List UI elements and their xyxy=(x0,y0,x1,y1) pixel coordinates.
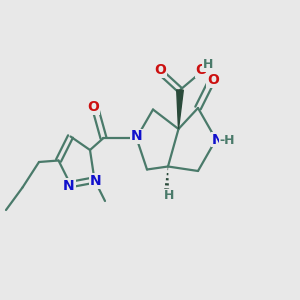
Text: H: H xyxy=(203,58,214,71)
Polygon shape xyxy=(177,90,183,129)
Text: O: O xyxy=(196,64,208,77)
Text: H: H xyxy=(164,189,175,203)
Text: O: O xyxy=(154,64,166,77)
Text: N: N xyxy=(90,174,101,188)
Text: O: O xyxy=(207,74,219,87)
Text: N: N xyxy=(63,179,75,193)
Text: N: N xyxy=(131,130,142,143)
Text: -H: -H xyxy=(220,134,235,147)
Text: O: O xyxy=(87,100,99,114)
Text: N: N xyxy=(212,133,223,146)
